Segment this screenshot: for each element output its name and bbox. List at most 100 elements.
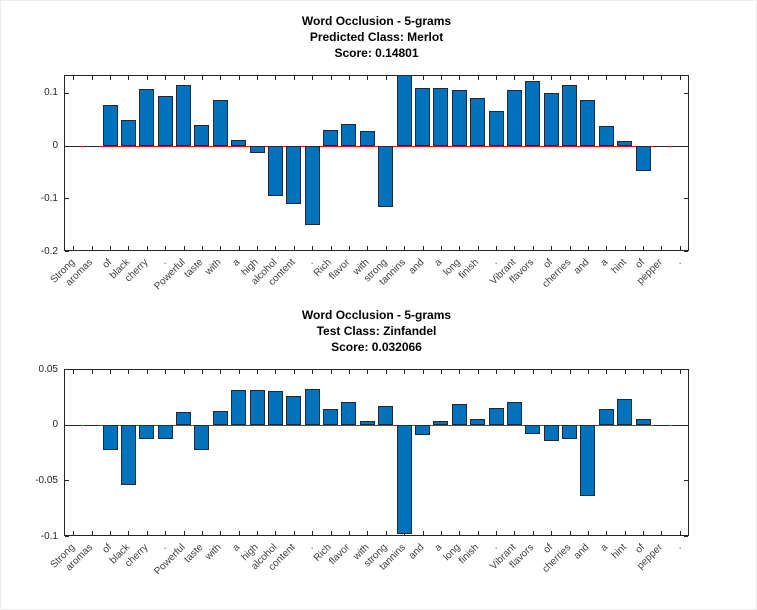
x-tick-top xyxy=(551,76,553,80)
x-axis-word-label: a xyxy=(598,257,611,269)
x-tick-bottom xyxy=(165,531,167,535)
bar xyxy=(120,424,136,485)
x-tick-top xyxy=(220,76,222,80)
x-axis-word-label: and xyxy=(406,257,427,277)
x-tick-bottom xyxy=(624,246,626,250)
x-tick-top xyxy=(146,76,148,80)
bar xyxy=(543,92,559,146)
x-axis-word-label: . xyxy=(159,542,169,552)
x-axis-word-label: flavor xyxy=(327,257,353,283)
y-tick-left xyxy=(65,480,69,482)
x-axis-word-label: with xyxy=(203,257,224,278)
x-axis-word-label: . xyxy=(490,257,500,267)
zero-height-bar xyxy=(84,145,100,147)
bar xyxy=(525,81,541,146)
y-tick-right xyxy=(684,369,688,370)
x-tick-bottom xyxy=(643,531,644,535)
zero-height-bar xyxy=(84,424,100,426)
x-tick-top xyxy=(183,370,185,374)
y-tick-right xyxy=(684,480,688,482)
bar xyxy=(488,110,504,146)
y-tick-left xyxy=(65,198,69,200)
x-tick-top xyxy=(679,76,681,80)
zero-height-bar xyxy=(65,145,81,147)
x-tick-top xyxy=(367,370,369,374)
bar xyxy=(635,419,651,425)
zero-reference-line xyxy=(65,145,688,147)
x-axis-word-label: and xyxy=(406,542,427,562)
x-tick-bottom xyxy=(679,531,681,535)
x-axis-word-label: hint xyxy=(609,257,629,277)
y-tick-right xyxy=(684,198,688,200)
bar xyxy=(451,89,467,146)
x-tick-top xyxy=(275,76,277,80)
x-tick-bottom xyxy=(569,531,571,535)
x-tick-top xyxy=(238,370,240,374)
x-tick-bottom xyxy=(165,246,167,250)
bar xyxy=(525,424,541,434)
y-tick-right xyxy=(684,92,688,94)
bar xyxy=(157,424,173,440)
bar xyxy=(249,145,265,153)
bar xyxy=(267,145,283,197)
x-tick-top xyxy=(551,370,553,374)
x-tick-bottom xyxy=(128,246,130,250)
x-tick-bottom xyxy=(293,531,295,535)
x-tick-top xyxy=(201,76,203,80)
x-tick-top xyxy=(275,370,277,374)
x-tick-top xyxy=(348,76,350,80)
x-tick-bottom xyxy=(661,246,663,250)
x-tick-top xyxy=(73,370,75,374)
x-tick-top xyxy=(459,76,461,80)
x-tick-bottom xyxy=(606,531,608,535)
bar xyxy=(488,408,504,425)
bar xyxy=(433,87,449,146)
bar xyxy=(323,130,338,146)
x-tick-bottom xyxy=(532,531,534,535)
bar xyxy=(139,88,155,146)
x-tick-bottom xyxy=(146,246,148,250)
bottom-chart-title-line-3: Score: 0.032066 xyxy=(331,340,422,354)
x-tick-top xyxy=(422,76,424,80)
x-tick-top xyxy=(440,370,442,374)
x-axis-word-label: a xyxy=(230,257,243,269)
x-tick-top xyxy=(257,370,258,374)
y-tick-left xyxy=(65,369,69,370)
x-tick-bottom xyxy=(201,246,203,250)
bar xyxy=(580,100,596,146)
y-tick-right xyxy=(684,251,688,252)
x-tick-top xyxy=(422,370,424,374)
x-tick-bottom xyxy=(330,531,332,535)
bar xyxy=(543,424,559,442)
x-tick-top xyxy=(477,76,479,80)
bar xyxy=(304,389,320,425)
x-tick-bottom xyxy=(330,246,332,250)
bar xyxy=(506,402,522,425)
x-tick-bottom xyxy=(551,531,553,535)
x-axis-word-label: . xyxy=(159,257,169,267)
bar xyxy=(249,390,265,425)
top-chart-title-line-2: Predicted Class: Merlot xyxy=(309,30,444,44)
x-tick-bottom xyxy=(238,246,240,250)
x-axis-word-label: finish xyxy=(457,257,482,282)
bar xyxy=(139,424,155,440)
x-tick-top xyxy=(532,370,534,374)
x-tick-bottom xyxy=(183,531,185,535)
bar xyxy=(231,140,247,146)
bar xyxy=(231,390,247,425)
bar xyxy=(359,131,375,146)
x-tick-top xyxy=(91,370,93,374)
bar xyxy=(617,399,633,425)
bar xyxy=(304,145,320,225)
x-axis-word-label: flavor xyxy=(327,542,353,568)
zero-reference-line xyxy=(65,424,688,426)
x-tick-top xyxy=(477,370,479,374)
bar xyxy=(598,125,614,146)
x-tick-bottom xyxy=(91,246,93,250)
x-tick-bottom xyxy=(275,246,277,250)
x-tick-top xyxy=(440,76,442,80)
x-tick-top xyxy=(679,370,681,374)
x-tick-top xyxy=(257,76,258,80)
x-tick-bottom xyxy=(367,531,369,535)
bar xyxy=(286,145,302,204)
